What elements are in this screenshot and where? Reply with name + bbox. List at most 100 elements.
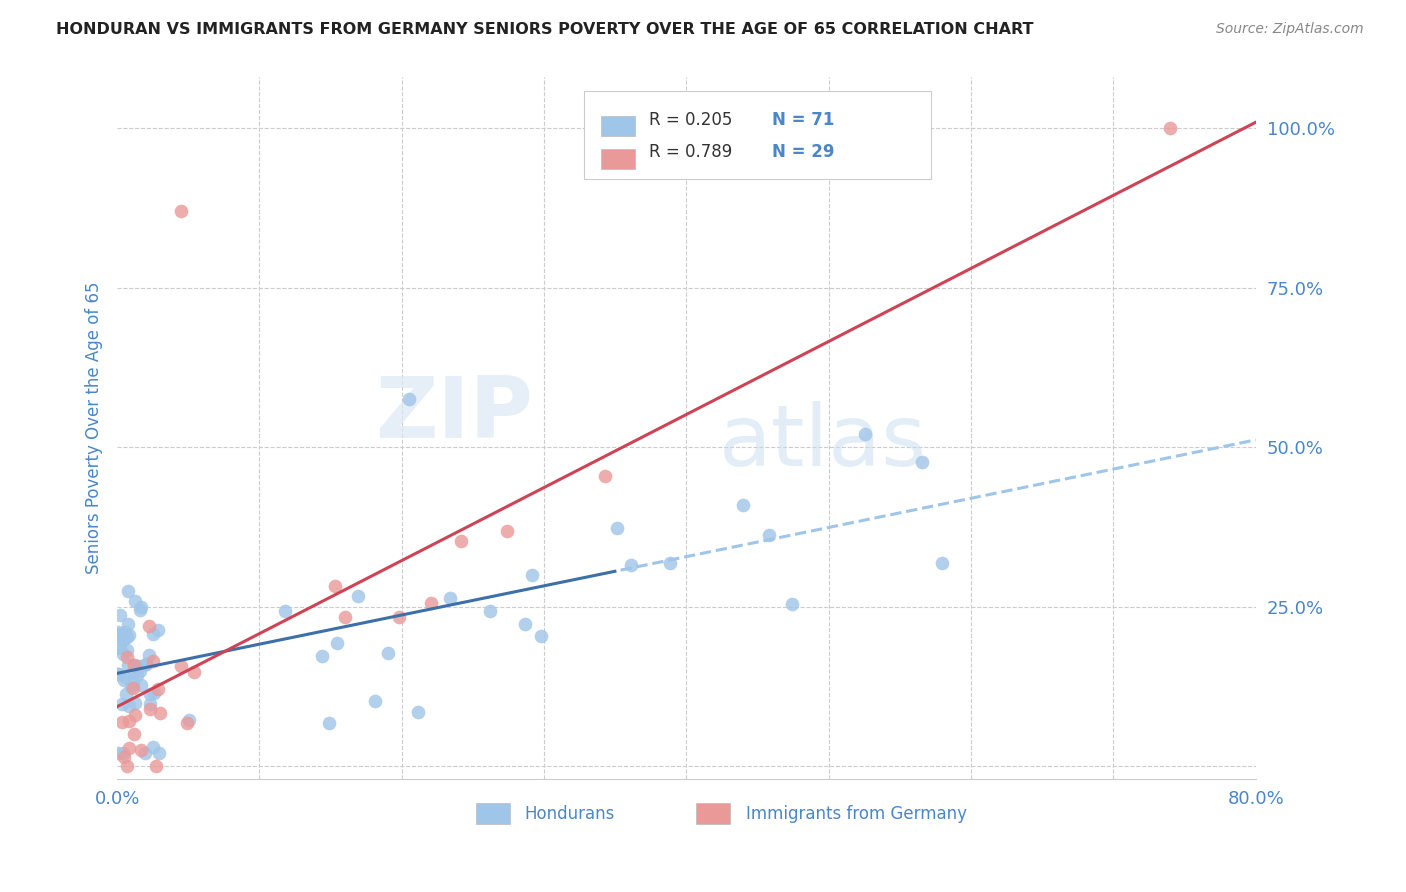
Point — [111, 628, 134, 642]
Point — [111, 647, 134, 661]
Point — [131, 599, 153, 614]
Point — [530, 629, 553, 643]
Point — [176, 716, 198, 731]
Point — [326, 636, 349, 650]
Point — [107, 624, 129, 639]
Point — [323, 579, 346, 593]
Point — [129, 664, 152, 678]
Point — [111, 747, 134, 761]
Point — [911, 455, 934, 469]
Point — [115, 759, 138, 773]
Point — [513, 616, 536, 631]
Point — [479, 604, 502, 618]
Point — [115, 687, 138, 701]
Point — [142, 686, 165, 700]
Point — [335, 610, 357, 624]
Point — [135, 657, 157, 672]
Point — [117, 630, 139, 644]
Point — [406, 705, 429, 719]
Point — [112, 749, 135, 764]
Point — [129, 678, 152, 692]
Point — [183, 665, 205, 679]
Point — [107, 667, 129, 681]
Point — [122, 658, 145, 673]
Y-axis label: Seniors Poverty Over the Age of 65: Seniors Poverty Over the Age of 65 — [86, 282, 103, 574]
FancyBboxPatch shape — [600, 116, 636, 136]
Point — [780, 597, 803, 611]
Point — [128, 659, 150, 673]
Point — [122, 727, 145, 741]
Point — [398, 392, 420, 407]
Point — [117, 650, 139, 665]
Point — [138, 619, 160, 633]
Text: Hondurans: Hondurans — [524, 805, 616, 823]
Point — [115, 643, 138, 657]
Point — [148, 747, 170, 761]
Point — [146, 623, 169, 637]
Point — [931, 557, 953, 571]
Point — [118, 740, 141, 755]
Point — [139, 687, 162, 701]
Point — [853, 426, 876, 441]
Text: atlas: atlas — [718, 401, 927, 483]
FancyBboxPatch shape — [583, 92, 931, 179]
Point — [142, 627, 165, 641]
Point — [377, 646, 399, 660]
Point — [731, 498, 754, 512]
Point — [420, 596, 443, 610]
Point — [117, 657, 139, 672]
Point — [117, 584, 139, 599]
Point — [134, 746, 156, 760]
Point — [117, 616, 139, 631]
Point — [142, 740, 165, 755]
Point — [120, 680, 142, 694]
Point — [118, 714, 141, 729]
Point — [112, 673, 135, 687]
Point — [1159, 121, 1181, 136]
Point — [124, 708, 146, 723]
Point — [124, 657, 146, 672]
Point — [114, 670, 136, 684]
Point — [496, 524, 519, 538]
Point — [124, 696, 146, 710]
Point — [107, 667, 129, 681]
Point — [118, 628, 141, 642]
FancyBboxPatch shape — [696, 804, 730, 824]
Point — [135, 657, 157, 672]
Point — [114, 625, 136, 640]
Point — [620, 558, 643, 572]
Point — [593, 469, 616, 483]
Text: Immigrants from Germany: Immigrants from Germany — [745, 805, 966, 823]
Point — [142, 654, 165, 668]
Point — [108, 607, 131, 622]
Point — [318, 716, 340, 731]
Text: Source: ZipAtlas.com: Source: ZipAtlas.com — [1216, 22, 1364, 37]
Text: ZIP: ZIP — [375, 373, 533, 456]
Point — [121, 676, 143, 690]
Point — [450, 533, 472, 548]
Point — [111, 632, 134, 647]
Point — [127, 668, 149, 682]
Point — [117, 698, 139, 713]
Point — [122, 681, 145, 695]
Point — [138, 697, 160, 711]
Point — [179, 713, 201, 727]
Point — [149, 706, 172, 721]
Point — [758, 528, 780, 542]
Point — [107, 627, 129, 641]
Point — [131, 743, 153, 757]
Point — [606, 521, 628, 535]
Point — [388, 610, 411, 624]
Text: R = 0.205: R = 0.205 — [648, 111, 733, 128]
Point — [170, 204, 193, 219]
Text: N = 29: N = 29 — [772, 144, 834, 161]
Point — [311, 648, 333, 663]
Text: R = 0.789: R = 0.789 — [648, 144, 733, 161]
Text: HONDURAN VS IMMIGRANTS FROM GERMANY SENIORS POVERTY OVER THE AGE OF 65 CORRELATI: HONDURAN VS IMMIGRANTS FROM GERMANY SENI… — [56, 22, 1033, 37]
Point — [128, 603, 150, 617]
FancyBboxPatch shape — [600, 149, 636, 169]
Point — [111, 697, 134, 711]
Point — [148, 681, 170, 696]
Point — [138, 648, 160, 662]
Point — [274, 604, 297, 618]
